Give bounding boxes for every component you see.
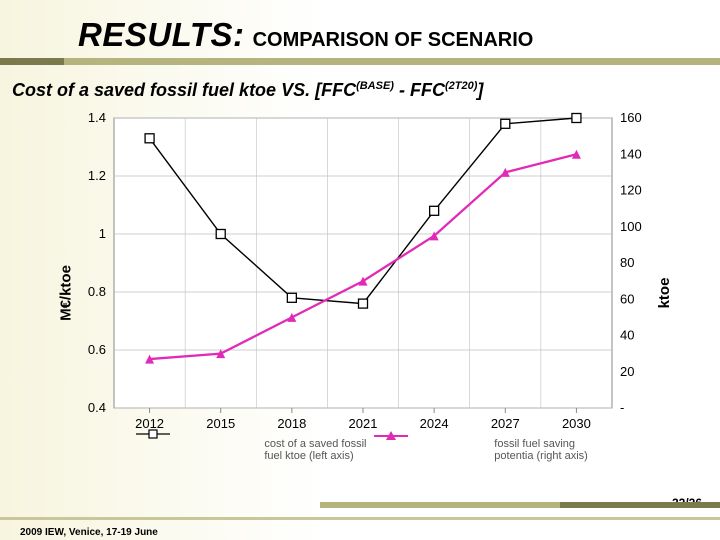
svg-text:1: 1 (99, 226, 106, 241)
title-underline (0, 58, 720, 65)
subtitle-sup2: (2T20) (445, 80, 477, 92)
svg-text:20: 20 (620, 364, 634, 379)
svg-text:0.6: 0.6 (88, 342, 106, 357)
footer-accent-1 (320, 502, 720, 508)
svg-text:1.4: 1.4 (88, 110, 106, 125)
legend-item-cost: cost of a saved fossil fuel ktoe (left a… (136, 428, 368, 472)
svg-text:160: 160 (620, 110, 642, 125)
svg-text:-: - (620, 400, 624, 415)
svg-text:40: 40 (620, 328, 634, 343)
title-sub: COMPARISON OF SCENARIO (253, 29, 534, 52)
svg-text:120: 120 (620, 183, 642, 198)
svg-text:80: 80 (620, 255, 634, 270)
svg-text:100: 100 (620, 219, 642, 234)
chart: M€/ktoe ktoe 0.40.60.811.21.4-2040608010… (38, 108, 678, 478)
footer-accent-2 (0, 517, 720, 520)
slide-title: RESULTS: COMPARISON OF SCENARIO (0, 16, 720, 54)
subtitle: Cost of a saved fossil fuel ktoe VS. [FF… (12, 80, 483, 101)
footer-bar (0, 500, 720, 528)
svg-text:1.2: 1.2 (88, 168, 106, 183)
subtitle-mid: - FFC (394, 80, 445, 100)
subtitle-prefix: Cost of a saved fossil fuel ktoe VS. [FF… (12, 80, 356, 100)
slide: { "title": { "main": "RESULTS:", "sub": … (0, 0, 720, 540)
svg-text:140: 140 (620, 146, 642, 161)
subtitle-suffix: ] (477, 80, 483, 100)
chart-svg: 0.40.60.811.21.4-20406080100120140160201… (38, 108, 678, 478)
legend-label-potential: fossil fuel saving potentia (right axis) (494, 438, 589, 462)
svg-text:0.4: 0.4 (88, 400, 106, 415)
legend-item-potential: fossil fuel saving potentia (right axis) (374, 430, 589, 471)
svg-text:60: 60 (620, 291, 634, 306)
footer-text: 2009 IEW, Venice, 17-19 June (20, 527, 158, 538)
legend: cost of a saved fossil fuel ktoe (left a… (136, 428, 590, 472)
subtitle-sup1: (BASE) (356, 80, 394, 92)
svg-text:0.8: 0.8 (88, 284, 106, 299)
legend-label-cost: cost of a saved fossil fuel ktoe (left a… (264, 438, 368, 462)
y-left-label: M€/ktoe (57, 265, 74, 321)
title-main: RESULTS: (78, 16, 245, 54)
y-right-label: ktoe (656, 278, 673, 309)
